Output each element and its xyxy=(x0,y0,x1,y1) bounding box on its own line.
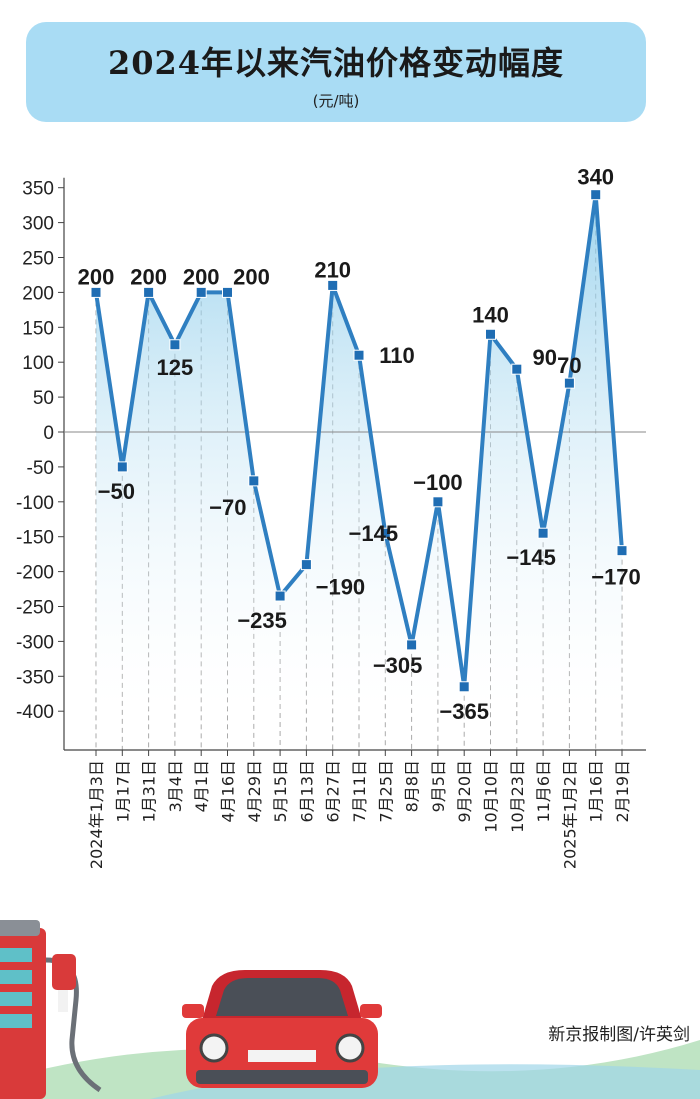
x-tick-label: 7月11日 xyxy=(350,760,369,823)
data-point xyxy=(379,527,391,539)
x-tick-label: 9月5日 xyxy=(429,760,448,812)
x-tick-label: 10月10日 xyxy=(482,760,501,833)
data-point xyxy=(300,559,312,571)
y-tick-label: -50 xyxy=(27,458,54,479)
title-banner: 2024年以来汽油价格变动幅度 (元/吨) xyxy=(26,22,646,122)
data-point xyxy=(143,286,155,298)
credit-text: 新京报制图/许英剑 xyxy=(548,1025,690,1045)
data-point xyxy=(195,286,207,298)
x-tick-label: 1月16日 xyxy=(587,760,606,823)
data-point xyxy=(353,349,365,361)
data-label: 210 xyxy=(314,257,351,282)
x-tick-label: 5月15日 xyxy=(271,760,290,823)
x-tick-label: 11月6日 xyxy=(534,760,553,823)
y-tick-label: -250 xyxy=(16,598,54,619)
y-tick-label: 350 xyxy=(22,179,54,200)
data-point xyxy=(406,639,418,651)
data-label: −305 xyxy=(373,653,423,678)
data-label: 90 xyxy=(533,345,557,370)
x-tick-label: 6月27日 xyxy=(324,760,343,823)
data-label: −50 xyxy=(98,479,135,504)
data-point xyxy=(274,590,286,602)
y-tick-label: 0 xyxy=(43,423,54,444)
x-tick-label: 2025年1月2日 xyxy=(560,760,579,869)
x-tick-label: 2024年1月3日 xyxy=(87,760,106,869)
data-label: −70 xyxy=(209,495,246,520)
chart-unit: (元/吨) xyxy=(312,92,360,110)
data-label: 200 xyxy=(233,264,270,289)
x-tick-label: 3月4日 xyxy=(166,760,185,812)
data-point xyxy=(511,363,523,375)
line-chart: 350 300 250 200 150 100 50 0 -50 -100 -150 -200 -250… xyxy=(16,165,646,869)
data-label: −145 xyxy=(506,545,556,570)
data-label: −145 xyxy=(349,521,399,546)
data-label: 200 xyxy=(130,264,167,289)
data-label: −190 xyxy=(316,575,366,600)
x-tick-label: 7月25日 xyxy=(376,760,395,823)
ground-hill-front xyxy=(150,1064,700,1099)
x-tick-label: 1月31日 xyxy=(140,760,159,823)
data-point xyxy=(222,286,233,298)
y-tick-label: -400 xyxy=(16,702,54,723)
y-tick-label: 150 xyxy=(22,318,54,339)
data-point xyxy=(590,189,602,201)
data-point xyxy=(458,681,470,693)
x-tick-label: 4月1日 xyxy=(192,760,211,812)
data-label: 200 xyxy=(78,264,115,289)
data-point xyxy=(327,279,339,291)
data-label: 340 xyxy=(577,165,614,190)
x-tick-label: 9月20日 xyxy=(455,760,474,823)
y-tick-label: -100 xyxy=(16,493,54,514)
x-tick-label: 6月13日 xyxy=(297,760,316,823)
data-label: −100 xyxy=(413,470,463,495)
data-point xyxy=(90,286,102,298)
y-tick-label: 200 xyxy=(22,283,54,304)
data-point xyxy=(248,475,260,487)
x-tick-label: 4月16日 xyxy=(219,760,238,823)
data-label: 70 xyxy=(557,353,581,378)
data-point xyxy=(485,328,496,340)
data-label: −365 xyxy=(439,699,489,724)
x-tick-label: 4月29日 xyxy=(245,760,264,823)
y-tick-label: 300 xyxy=(22,214,54,235)
y-tick-label: 50 xyxy=(33,388,54,409)
data-label: −235 xyxy=(237,608,287,633)
chart-title: 2024年以来汽油价格变动幅度 xyxy=(107,44,565,82)
area-fill xyxy=(96,194,622,710)
y-tick-label: 250 xyxy=(22,249,54,270)
x-tick-label: 8月8日 xyxy=(403,760,422,812)
data-point xyxy=(563,377,575,389)
x-tick-label: 10月23日 xyxy=(508,760,527,833)
car-icon xyxy=(182,970,382,1088)
data-label: 140 xyxy=(472,302,509,327)
data-label: 200 xyxy=(183,264,220,289)
data-point xyxy=(616,545,628,557)
illustration-scene xyxy=(0,920,700,1099)
y-tick-label: -300 xyxy=(16,632,54,653)
gas-pump-icon xyxy=(0,920,102,1099)
data-point xyxy=(537,527,549,539)
data-point xyxy=(432,496,444,508)
x-tick-label: 2月19日 xyxy=(613,760,632,823)
data-label: 125 xyxy=(157,355,194,380)
y-tick-label: 100 xyxy=(22,353,54,374)
data-label: −170 xyxy=(591,565,641,590)
y-tick-label: -150 xyxy=(16,528,54,549)
x-tick-label: 1月17日 xyxy=(113,760,132,823)
data-label: 110 xyxy=(379,343,415,368)
data-point xyxy=(116,461,128,473)
y-tick-label: -200 xyxy=(16,563,54,584)
data-point xyxy=(169,339,181,351)
y-tick-label: -350 xyxy=(16,667,54,688)
